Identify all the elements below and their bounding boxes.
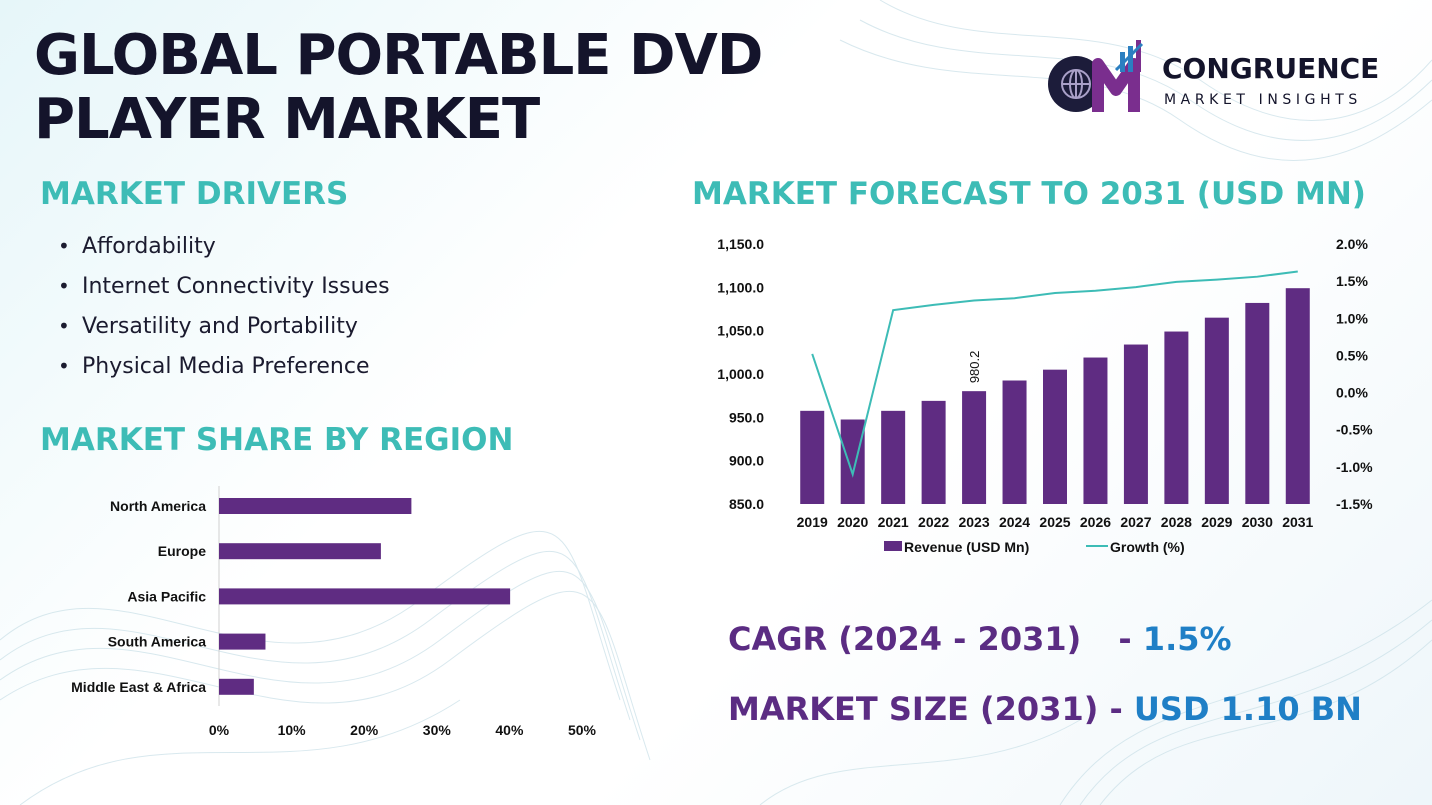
forecast-heading: MARKET FORECAST TO 2031 (USD MN) — [692, 176, 1366, 212]
revenue-bar — [840, 419, 865, 504]
forecast-x-tick-label: 2019 — [797, 514, 828, 530]
region-category-label: Middle East & Africa — [71, 679, 206, 695]
forecast-x-tick-label: 2028 — [1161, 514, 1192, 530]
revenue-bar — [1204, 317, 1229, 504]
region-category-label: South America — [108, 634, 206, 650]
market-drivers-heading: MARKET DRIVERS — [40, 176, 349, 212]
cagr-label: CAGR (2024 - 2031) — [728, 620, 1082, 658]
forecast-y-left-tick-label: 850.0 — [729, 496, 764, 512]
forecast-y-right-tick-label: 1.5% — [1336, 273, 1368, 289]
region-bar — [219, 633, 266, 650]
forecast-chart: 850.0 900.0 950.0 1,000.0 1,050.0 1,100.0 1,15… — [717, 236, 1373, 555]
revenue-bar — [1083, 357, 1108, 504]
logo-tagline: MARKET INSIGHTS — [1164, 92, 1362, 108]
forecast-x-tick-label: 2021 — [878, 514, 909, 530]
region-bar — [219, 543, 381, 560]
revenue-bar — [1123, 344, 1148, 504]
region-x-tick-label: 40% — [495, 722, 524, 738]
region-bar — [219, 498, 412, 514]
region-category-label: North America — [110, 498, 206, 514]
region-x-tick-label: 20% — [350, 722, 379, 738]
revenue-bar — [800, 410, 825, 504]
logo-mark-icon — [1048, 40, 1144, 112]
market-size-dash: - — [1109, 690, 1123, 728]
driver-item: Versatility and Portability — [58, 308, 390, 348]
region-x-tick-label: 30% — [423, 722, 452, 738]
revenue-bar — [1285, 288, 1310, 504]
forecast-y-right-tick-label: 0.0% — [1336, 385, 1368, 401]
forecast-x-tick-label: 2024 — [999, 514, 1030, 530]
revenue-bar — [962, 391, 987, 504]
forecast-y-right-tick-label: 0.5% — [1336, 347, 1368, 363]
forecast-y-left-tick-label: 950.0 — [729, 409, 764, 425]
region-category-label: Asia Pacific — [127, 588, 206, 604]
region-x-tick-label: 10% — [278, 722, 307, 738]
forecast-x-tick-label: 2031 — [1282, 514, 1313, 530]
title-line-2: PLAYER MARKET — [34, 87, 540, 152]
revenue-bar — [921, 400, 946, 504]
market-size-label: MARKET SIZE (2031) — [728, 690, 1099, 728]
legend-growth-label: Growth (%) — [1110, 539, 1185, 555]
forecast-x-tick-label: 2022 — [918, 514, 949, 530]
bar-data-label: 980.2 — [967, 351, 982, 384]
forecast-y-right-tick-label: -1.0% — [1336, 459, 1373, 475]
title-line-1: GLOBAL PORTABLE DVD — [34, 23, 763, 88]
driver-item: Internet Connectivity Issues — [58, 268, 390, 308]
region-bar — [219, 678, 254, 695]
forecast-y-left-tick-label: 1,050.0 — [717, 323, 764, 339]
region-share-chart: North America Europe Asia Pacific South Ame… — [71, 486, 597, 738]
forecast-x-tick-label: 2025 — [1039, 514, 1070, 530]
forecast-x-tick-label: 2030 — [1242, 514, 1273, 530]
cagr-value: 1.5% — [1142, 620, 1232, 658]
legend-revenue-label: Revenue (USD Mn) — [904, 539, 1029, 555]
forecast-x-tick-label: 2023 — [958, 514, 989, 530]
region-x-tick-label: 50% — [568, 722, 597, 738]
revenue-bar — [1002, 380, 1027, 504]
revenue-bar — [1164, 331, 1189, 504]
company-logo: CONGRUENCE MARKET INSIGHTS — [1046, 40, 1406, 120]
cagr-stat: CAGR (2024 - 2031) - 1.5% — [728, 620, 1232, 658]
forecast-y-right-tick-label: -0.5% — [1336, 422, 1373, 438]
forecast-x-tick-label: 2027 — [1120, 514, 1151, 530]
driver-item: Physical Media Preference — [58, 348, 390, 388]
forecast-y-left-tick-label: 1,150.0 — [717, 236, 764, 252]
region-bar — [219, 588, 511, 605]
driver-item: Affordability — [58, 228, 390, 268]
market-drivers-list: Affordability Internet Connectivity Issu… — [58, 228, 390, 388]
forecast-y-left-tick-label: 1,100.0 — [717, 279, 764, 295]
cagr-dash: - — [1118, 620, 1132, 658]
revenue-bar — [881, 410, 906, 504]
legend-revenue-swatch — [884, 541, 902, 551]
forecast-y-right-tick-label: 1.0% — [1336, 310, 1368, 326]
region-x-tick-label: 0% — [209, 722, 230, 738]
revenue-bar — [1043, 369, 1067, 504]
forecast-x-tick-label: 2026 — [1080, 514, 1111, 530]
forecast-x-tick-label: 2029 — [1201, 514, 1232, 530]
forecast-y-left-tick-label: 900.0 — [729, 453, 764, 469]
market-size-stat: MARKET SIZE (2031) - USD 1.10 BN — [728, 690, 1362, 728]
forecast-y-right-tick-label: 2.0% — [1336, 236, 1368, 252]
forecast-y-right-tick-label: -1.5% — [1336, 496, 1373, 512]
forecast-y-left-tick-label: 1,000.0 — [717, 366, 764, 382]
region-share-heading: MARKET SHARE BY REGION — [40, 422, 514, 458]
market-size-value: USD 1.10 BN — [1133, 690, 1362, 728]
page-title: GLOBAL PORTABLE DVD PLAYER MARKET — [34, 23, 763, 152]
logo-name: CONGRUENCE — [1162, 52, 1380, 85]
region-category-label: Europe — [158, 543, 206, 559]
forecast-x-tick-label: 2020 — [837, 514, 868, 530]
revenue-bar — [1245, 302, 1270, 504]
